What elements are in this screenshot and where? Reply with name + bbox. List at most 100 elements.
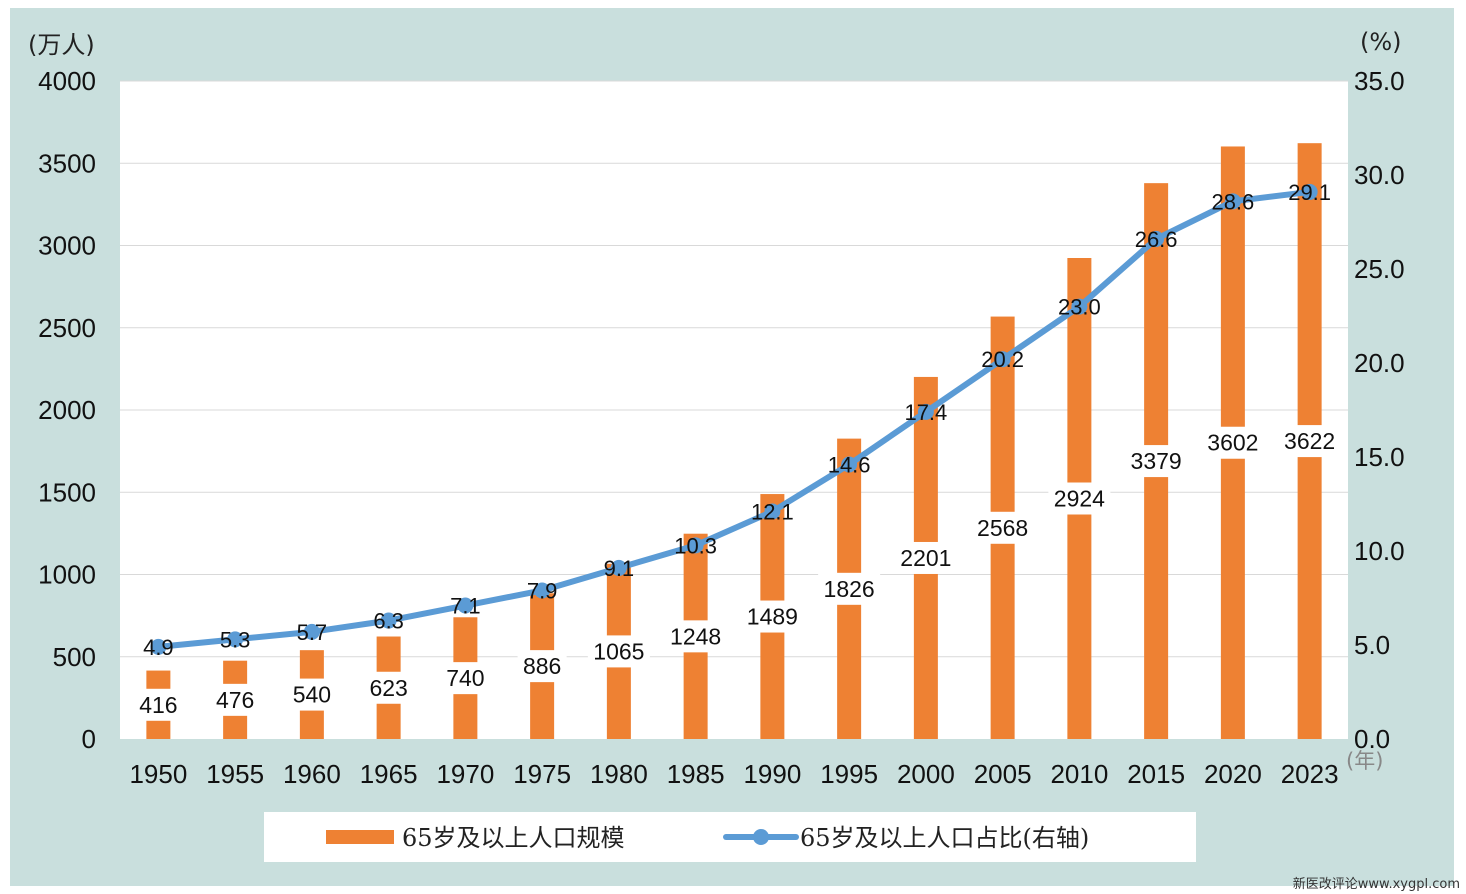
bar-label-bg (133, 688, 183, 721)
bar-value-label: 1489 (747, 604, 798, 630)
x-tick-label: 1970 (436, 759, 494, 789)
x-tick-label: 2005 (974, 759, 1032, 789)
bar-label-bg (971, 511, 1034, 544)
y-left-tick-label: 3500 (38, 148, 96, 178)
bar-value-label: 2201 (900, 545, 951, 571)
y-right-tick-label: 15.0 (1354, 442, 1405, 472)
x-unit-label: (年) (1346, 749, 1383, 773)
line-point (764, 503, 781, 520)
line-point (841, 456, 858, 473)
bar-value-label: 540 (293, 682, 331, 708)
y-left-tick-label: 500 (53, 642, 96, 672)
bar-label-bg (1278, 425, 1341, 458)
bar-label-bg (741, 600, 804, 633)
x-tick-label: 1955 (206, 759, 264, 789)
line-point (150, 638, 167, 655)
y-right-unit-label: (%) (1360, 28, 1402, 56)
bar-value-label: 416 (139, 692, 177, 718)
x-tick-label: 1975 (513, 759, 571, 789)
x-tick-label: 2015 (1127, 759, 1185, 789)
y-left-tick-label: 0 (82, 724, 96, 754)
line-point (457, 597, 474, 614)
line-series: 4.9 5.3 5.7 6.3 7.1 7.9 9.1 10.3 12.1 14.6 17.4 20.… (143, 180, 1331, 660)
x-tick-label: 1950 (129, 759, 187, 789)
line-path (155, 188, 1313, 650)
bar-label-bg (894, 541, 957, 574)
line-value-label: 29.1 (1288, 180, 1331, 205)
y-left-tick-label: 1500 (38, 477, 96, 507)
line-value-label: 14.6 (828, 453, 871, 478)
line-value-label: 9.1 (604, 556, 635, 581)
line-value-label: 17.4 (904, 400, 947, 425)
bar-label-bg (587, 635, 650, 668)
x-tick-label: 2010 (1050, 759, 1108, 789)
line-point (227, 631, 244, 648)
line-value-label: 7.9 (527, 578, 558, 603)
grid-lines (120, 80, 1348, 658)
bar-label-bg (287, 678, 337, 711)
x-tick-label: 2020 (1204, 759, 1262, 789)
x-tick-label: 1990 (743, 759, 801, 789)
legend-line-label: 65岁及以上人口占比(右轴) (800, 824, 1089, 852)
bar-value-label: 623 (369, 675, 407, 701)
bar-label-bg (1201, 426, 1264, 459)
x-tick-label: 2023 (1281, 759, 1339, 789)
bar-value-label: 476 (216, 687, 254, 713)
bar-label-bg (664, 620, 727, 653)
line-point (994, 351, 1011, 368)
bar-label-bg (517, 650, 567, 683)
line-value-label: 4.9 (143, 635, 174, 660)
bar-value-label: 2924 (1054, 486, 1105, 512)
watermark: 新医改评论www.xygpl.com (1292, 877, 1460, 892)
line-point (1148, 230, 1165, 247)
x-tick-label: 1985 (667, 759, 725, 789)
y-left-tick-label: 2500 (38, 313, 96, 343)
line-point (1071, 298, 1088, 315)
line-point (1224, 193, 1241, 210)
y-left-tick-label: 4000 (38, 66, 96, 96)
line-point (534, 582, 551, 599)
x-tick-label: 2000 (897, 759, 955, 789)
legend-bar-swatch (326, 830, 394, 844)
line-value-label: 6.3 (373, 609, 404, 634)
bar-value-label: 1826 (824, 576, 875, 602)
bar-value-label: 3379 (1131, 448, 1182, 474)
axes: 0 500 1000 1500 2000 2500 3000 3500 4000 0.0 5.0 10… (38, 66, 1404, 789)
y-right-tick-label: 0.0 (1354, 724, 1390, 754)
bar-value-label: 886 (523, 653, 561, 679)
y-right-tick-label: 20.0 (1354, 348, 1405, 378)
legend: 65岁及以上人口规模 65岁及以上人口占比(右轴) (264, 812, 1196, 862)
line-value-label: 26.6 (1135, 227, 1178, 252)
x-tick-label: 1960 (283, 759, 341, 789)
y-right-tick-label: 25.0 (1354, 254, 1405, 284)
bar-value-label: 3602 (1207, 430, 1258, 456)
line-value-label: 12.1 (751, 500, 794, 525)
legend-line-marker (753, 829, 769, 845)
line-value-label: 23.0 (1058, 295, 1101, 320)
line-point (687, 537, 704, 554)
line-point (1301, 183, 1318, 200)
bar-label-bg (1048, 482, 1111, 515)
bar-label-bg (818, 572, 881, 605)
x-tick-label: 1995 (820, 759, 878, 789)
x-tick-label: 1980 (590, 759, 648, 789)
bar-value-label: 1065 (593, 638, 644, 664)
y-right-tick-label: 30.0 (1354, 160, 1405, 190)
bar-label-bg (210, 683, 260, 716)
line-value-label: 20.2 (981, 347, 1024, 372)
x-tick-label: 1965 (360, 759, 418, 789)
y-right-tick-label: 5.0 (1354, 630, 1390, 660)
line-value-label: 5.7 (297, 620, 328, 645)
bar-value-label: 2568 (977, 515, 1028, 541)
line-value-label: 5.3 (220, 627, 251, 652)
line-value-label: 10.3 (674, 533, 717, 558)
line-point (917, 403, 934, 420)
line-point (610, 559, 627, 576)
bar-value-label: 740 (446, 665, 484, 691)
bar-label-bg (1125, 445, 1188, 478)
bar-value-label: 3622 (1284, 428, 1335, 454)
y-right-tick-label: 35.0 (1354, 66, 1405, 96)
line-value-label: 28.6 (1211, 189, 1254, 214)
